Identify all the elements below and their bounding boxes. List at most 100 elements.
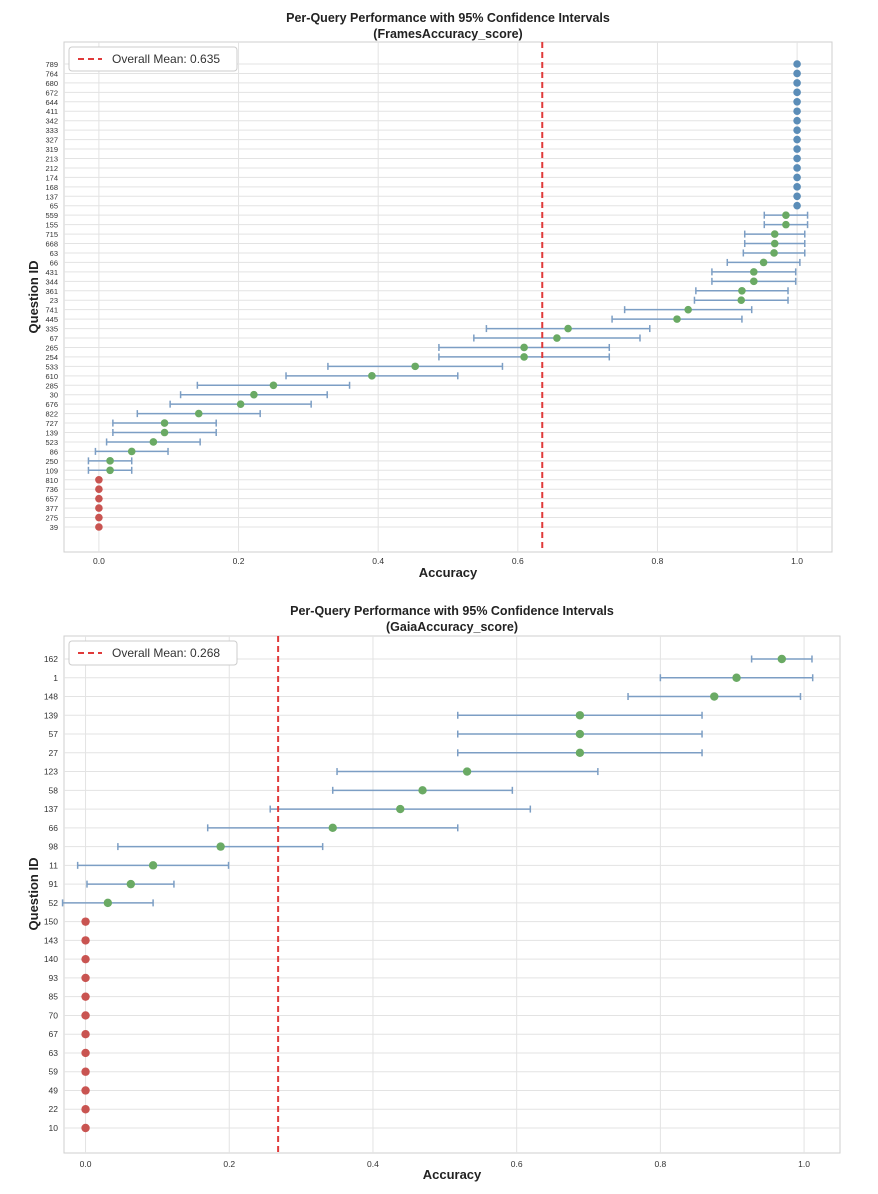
y-tick-label: 67 [50, 334, 58, 343]
data-point [793, 183, 801, 191]
y-tick-label: 559 [45, 211, 58, 220]
data-point [81, 936, 90, 945]
y-tick-label: 668 [45, 240, 58, 249]
y-tick-label: 66 [50, 258, 58, 267]
y-tick-label: 657 [45, 495, 58, 504]
legend: Overall Mean: 0.635 [68, 46, 238, 72]
data-point [106, 457, 114, 465]
x-tick-label: 0.8 [654, 1159, 666, 1169]
y-tick-label: 52 [49, 898, 59, 908]
y-tick-label: 11 [49, 860, 58, 870]
y-tick-label: 168 [45, 183, 58, 192]
data-point [81, 1086, 90, 1095]
data-point [793, 60, 801, 68]
data-point [770, 249, 778, 257]
legend-box [68, 46, 238, 72]
plot-area [63, 41, 833, 553]
y-tick-label: 327 [45, 136, 58, 145]
y-tick-label: 109 [45, 466, 58, 475]
y-tick-label: 361 [45, 287, 58, 296]
x-tick-label: 0.0 [80, 1159, 92, 1169]
data-point [127, 447, 136, 456]
data-point [81, 973, 90, 983]
data-point [793, 201, 801, 210]
data-point [103, 898, 113, 908]
data-point [126, 879, 136, 889]
y-tick-label: 22 [49, 1104, 59, 1114]
y-tick-label: 764 [45, 69, 58, 78]
y-tick-label: 377 [45, 504, 58, 513]
y-tick-label: 139 [44, 710, 58, 720]
y-tick-label: 822 [45, 410, 58, 419]
y-tick-label: 445 [45, 315, 58, 324]
data-point [95, 475, 103, 484]
y-tick-label: 140 [44, 954, 58, 964]
y-tick-label: 411 [46, 107, 58, 116]
data-point [520, 353, 528, 361]
data-point [553, 334, 561, 342]
data-point [793, 173, 801, 182]
y-tick-label: 250 [45, 457, 58, 466]
y-tick-label: 254 [45, 353, 58, 362]
y-tick-label: 67 [49, 1029, 59, 1039]
y-tick-label: 98 [49, 842, 59, 852]
y-ticks: 162 1 148 139 57 27 123 58 137 66 98 11 91 52 150 143 14… [44, 654, 58, 1133]
x-ticks: 0.0 0.2 0.4 0.6 0.8 1.0 [93, 556, 803, 566]
points [81, 654, 786, 1133]
data-point [81, 1067, 90, 1076]
data-point [462, 767, 472, 776]
y-tick-label: 66 [49, 823, 59, 833]
data-point [793, 88, 801, 97]
data-point [793, 97, 801, 106]
data-point [673, 315, 681, 323]
y-tick-label: 27 [49, 748, 59, 758]
y-tick-label: 57 [49, 729, 59, 739]
x-tick-label: 0.6 [512, 556, 524, 566]
data-point [793, 145, 801, 153]
legend-box [68, 640, 238, 666]
data-point [793, 69, 801, 78]
x-tick-label: 1.0 [791, 556, 803, 566]
y-tick-label: 285 [45, 381, 58, 390]
y-tick-label: 162 [44, 654, 58, 664]
x-axis-label: Accuracy [419, 565, 478, 580]
y-tick-label: 676 [45, 400, 58, 409]
y-tick-label: 139 [45, 429, 58, 438]
y-tick-label: 86 [50, 447, 58, 456]
y-tick-label: 23 [50, 296, 58, 305]
data-point [793, 135, 801, 144]
data-point [81, 1105, 90, 1114]
y-tick-label: 63 [50, 249, 58, 258]
y-tick-label: 91 [49, 879, 59, 889]
y-axis-label: Question ID [26, 261, 41, 334]
data-point [216, 842, 225, 851]
y-tick-label: 123 [44, 767, 58, 777]
x-tick-label: 0.4 [372, 556, 384, 566]
y-tick-label: 741 [45, 306, 58, 315]
data-point [793, 79, 801, 87]
y-tick-label: 150 [44, 917, 58, 927]
data-point [328, 823, 337, 833]
data-point [732, 673, 741, 682]
x-tick-label: 0.4 [367, 1159, 379, 1169]
chart-title: Per-Query Performance with 95% Confidenc… [290, 604, 614, 618]
y-tick-label: 680 [45, 79, 58, 88]
data-point [750, 268, 758, 276]
y-tick-label: 344 [45, 277, 58, 286]
y-tick-label: 137 [45, 192, 58, 201]
y-tick-label: 212 [45, 164, 58, 173]
data-point [750, 277, 758, 286]
y-axis-label: Question ID [26, 858, 41, 931]
data-point [770, 239, 779, 248]
data-point [396, 804, 405, 814]
data-point [95, 513, 103, 522]
y-tick-label: 155 [45, 221, 58, 230]
y-tick-label: 335 [45, 325, 58, 334]
data-point [95, 494, 103, 503]
data-point [148, 861, 158, 870]
y-tick-label: 610 [45, 372, 58, 381]
y-tick-label: 137 [44, 804, 58, 814]
data-point [575, 729, 585, 739]
y-tick-label: 63 [49, 1048, 59, 1058]
